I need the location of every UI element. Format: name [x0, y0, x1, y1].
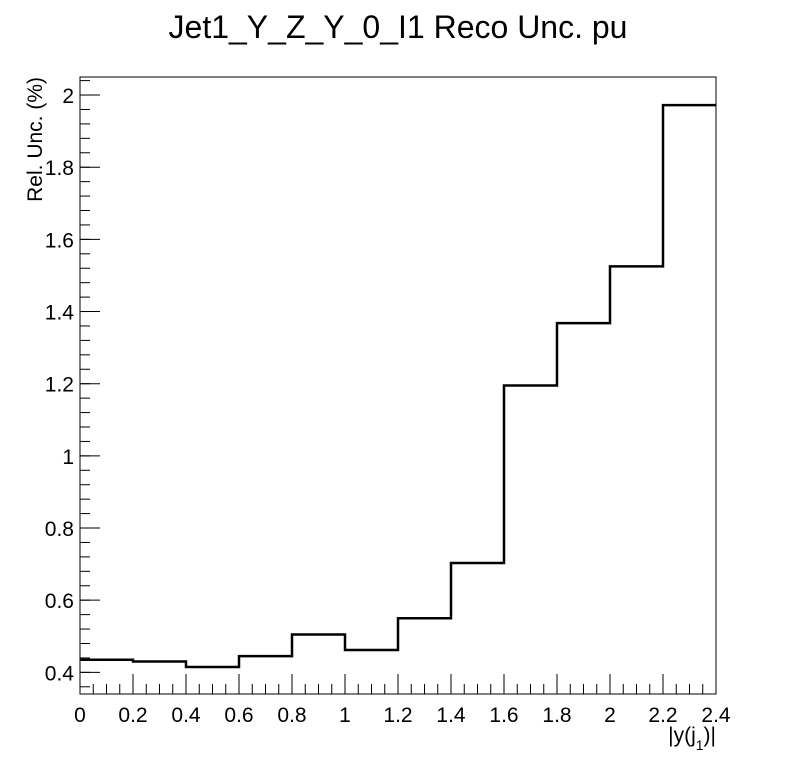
x-axis-label-main: |y(j [668, 724, 696, 747]
x-tick-label: 1.8 [542, 704, 571, 727]
x-tick-label: 1.4 [436, 704, 466, 727]
x-tick-label: 0 [74, 704, 86, 727]
series [80, 103, 716, 669]
y-tick-label: 0.8 [45, 518, 74, 541]
y-tick-label: 1.2 [45, 374, 74, 397]
x-axis-label-subscript: 1 [696, 737, 704, 753]
plot-frame [79, 76, 717, 695]
x-tick-label: 2.2 [648, 704, 677, 727]
x-tick-label: 1.6 [489, 704, 518, 727]
x-tick-label: 2 [604, 704, 616, 727]
x-tick-label: 0.2 [118, 704, 147, 727]
y-tick-label: 1.6 [45, 229, 74, 252]
x-tick-label: 2.4 [701, 704, 731, 727]
y-tick-label: 0.6 [45, 590, 74, 613]
x-tick-label: 0.8 [277, 704, 306, 727]
y-tick-label: 1 [62, 446, 74, 469]
chart-title: Jet1_Y_Z_Y_0_I1 Reco Unc. pu [169, 9, 628, 45]
minor-ticks [79, 80, 717, 694]
y-tick-label: 2 [62, 85, 74, 108]
x-tick-label: 0.6 [224, 704, 253, 727]
x-axis-label-end: )| [704, 724, 716, 747]
y-tick-label: 1.8 [45, 157, 74, 180]
histogram-line [80, 103, 716, 669]
y-tick-label: 0.4 [45, 662, 75, 685]
x-axis-label: |y(j1)| [668, 724, 716, 753]
x-tick-label: 1.2 [383, 704, 412, 727]
x-tick-labels: 0 0.2 0.4 0.6 0.8 1 1.2 1.4 1.6 1.8 2 2.2 2.4 [74, 704, 731, 727]
y-axis-label: Rel. Unc. (%) [24, 77, 47, 202]
y-tick-labels: 0.4 0.6 0.8 1 1.2 1.4 1.6 1.8 2 [45, 85, 75, 685]
y-tick-label: 1.4 [45, 302, 75, 325]
x-tick-label: 0.4 [171, 704, 201, 727]
x-tick-label: 1 [339, 704, 351, 727]
major-ticks [79, 94, 717, 694]
